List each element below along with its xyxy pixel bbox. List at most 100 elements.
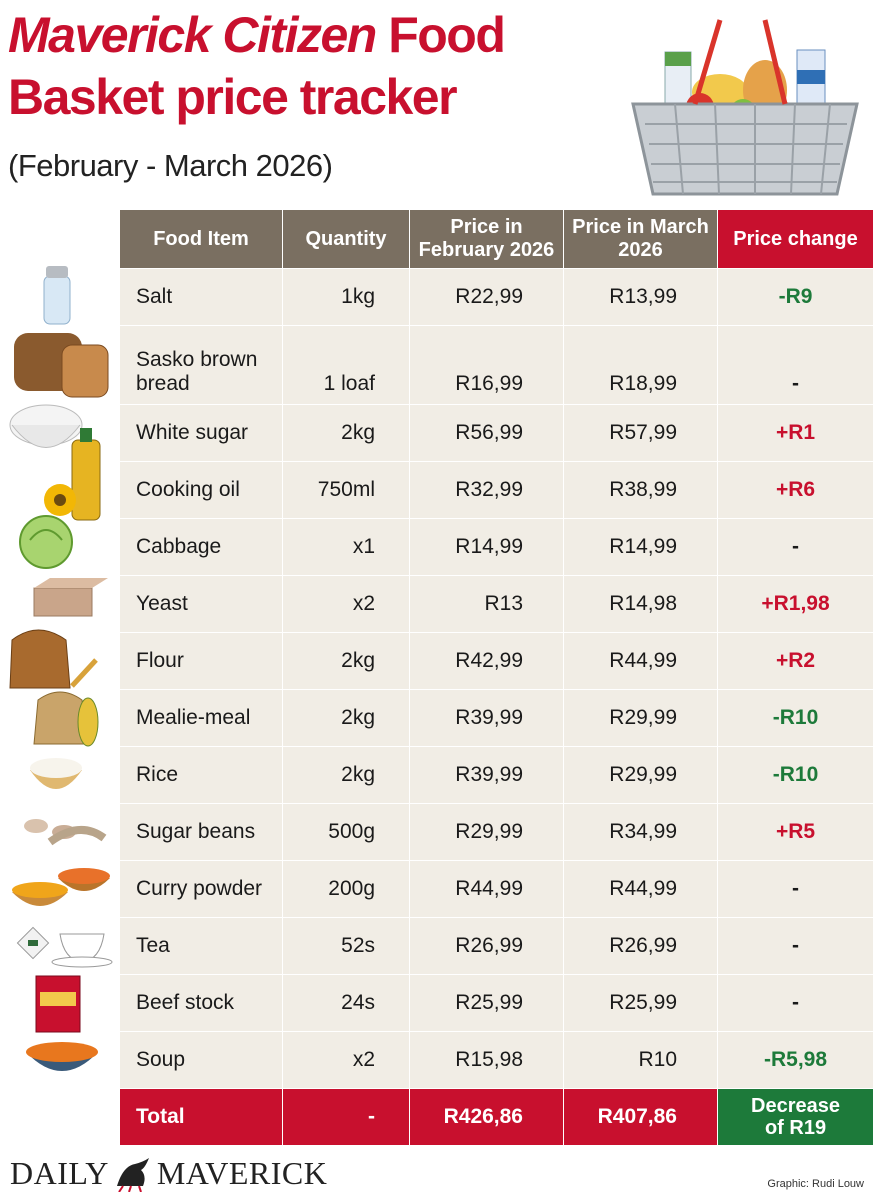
- price-change-cell: -: [717, 917, 874, 975]
- tea-cup-icon: [16, 926, 113, 968]
- column-header-food-item: Food Item: [119, 209, 283, 269]
- price-change-cell: -R10: [717, 689, 874, 747]
- quantity-cell: 750ml: [282, 461, 410, 519]
- food-item-cell: Mealie-meal: [119, 689, 283, 747]
- column-header-quantity: Quantity: [282, 209, 410, 269]
- table-row: Beef stock 24s R25,99 R25,99 -: [119, 974, 874, 1032]
- total-change-line1: Decrease: [751, 1095, 840, 1117]
- table-row: Cabbage x1 R14,99 R14,99 -: [119, 518, 874, 576]
- mealie-meal-sack-icon: [33, 691, 99, 747]
- total-row: Total - R426,86 R407,86 Decrease of R19: [119, 1088, 874, 1146]
- food-item-cell: Cabbage: [119, 518, 283, 576]
- food-item-cell: Sasko brown bread: [119, 325, 283, 405]
- graphic-credit: Graphic: Rudi Louw: [767, 1178, 864, 1190]
- mar-price-cell: R44,99: [563, 632, 718, 690]
- mar-price-cell: R26,99: [563, 917, 718, 975]
- flour-sack-icon: [9, 629, 98, 689]
- mar-price-cell: R25,99: [563, 974, 718, 1032]
- price-change-cell: +R6: [717, 461, 874, 519]
- table-row: Sugar beans 500g R29,99 R34,99 +R5: [119, 803, 874, 861]
- quantity-cell: 2kg: [282, 746, 410, 804]
- quantity-cell: 24s: [282, 974, 410, 1032]
- brand-right: MAVERICK: [156, 1155, 328, 1191]
- feb-price-cell: R16,99: [409, 325, 564, 405]
- table-row: Cooking oil 750ml R32,99 R38,99 +R6: [119, 461, 874, 519]
- price-change-cell: +R5: [717, 803, 874, 861]
- total-feb-price: R426,86: [409, 1088, 564, 1146]
- mar-price-cell: R38,99: [563, 461, 718, 519]
- quantity-cell: 2kg: [282, 404, 410, 462]
- mar-price-cell: R34,99: [563, 803, 718, 861]
- mar-price-cell: R18,99: [563, 325, 718, 405]
- price-change-cell: -: [717, 974, 874, 1032]
- quantity-cell: x1: [282, 518, 410, 576]
- price-change-cell: -R9: [717, 268, 874, 326]
- food-item-cell: Flour: [119, 632, 283, 690]
- table-row: Mealie-meal 2kg R39,99 R29,99 -R10: [119, 689, 874, 747]
- feb-price-cell: R25,99: [409, 974, 564, 1032]
- total-label: Total: [119, 1088, 283, 1146]
- title-rest: Food: [375, 7, 506, 63]
- food-item-cell: White sugar: [119, 404, 283, 462]
- quantity-cell: 2kg: [282, 689, 410, 747]
- mar-price-cell: R29,99: [563, 746, 718, 804]
- total-mar-price: R407,86: [563, 1088, 718, 1146]
- quantity-cell: 1 loaf: [282, 325, 410, 405]
- feb-price-cell: R56,99: [409, 404, 564, 462]
- mar-price-cell: R14,98: [563, 575, 718, 633]
- total-quantity: -: [282, 1088, 410, 1146]
- bread-loaf-icon: [14, 333, 109, 398]
- salt-shaker-icon: [43, 266, 71, 325]
- feb-price-cell: R29,99: [409, 803, 564, 861]
- price-change-cell: -: [717, 860, 874, 918]
- feb-price-cell: R15,98: [409, 1031, 564, 1089]
- daily-maverick-logo: DAILY MAVERICK: [10, 1155, 327, 1192]
- mar-price-cell: R57,99: [563, 404, 718, 462]
- table-row: Soup x2 R15,98 R10 -R5,98: [119, 1031, 874, 1089]
- mar-price-cell: R29,99: [563, 689, 718, 747]
- food-item-cell: Curry powder: [119, 860, 283, 918]
- table-row: Curry powder 200g R44,99 R44,99 -: [119, 860, 874, 918]
- table-row: Yeast x2 R13 R14,98 +R1,98: [119, 575, 874, 633]
- quantity-cell: 500g: [282, 803, 410, 861]
- beef-stock-box-icon: [35, 975, 81, 1033]
- quantity-cell: 1kg: [282, 268, 410, 326]
- feb-price-cell: R44,99: [409, 860, 564, 918]
- food-item-cell: Tea: [119, 917, 283, 975]
- table-row: Rice 2kg R39,99 R29,99 -R10: [119, 746, 874, 804]
- mar-price-cell: R14,99: [563, 518, 718, 576]
- table-row: Flour 2kg R42,99 R44,99 +R2: [119, 632, 874, 690]
- table-header-row: Food Item Quantity Price in February 202…: [119, 209, 874, 269]
- table-row: Tea 52s R26,99 R26,99 -: [119, 917, 874, 975]
- food-icons-column: [9, 266, 113, 1071]
- mar-price-cell: R10: [563, 1031, 718, 1089]
- price-change-cell: -: [717, 325, 874, 405]
- feb-price-cell: R32,99: [409, 461, 564, 519]
- feb-price-cell: R13: [409, 575, 564, 633]
- price-tracker-table: Food Item Quantity Price in February 202…: [119, 209, 874, 1146]
- food-item-cell: Cooking oil: [119, 461, 283, 519]
- price-change-cell: -: [717, 518, 874, 576]
- yeast-block-icon: [33, 578, 108, 617]
- food-item-cell: Beef stock: [119, 974, 283, 1032]
- page-subtitle: (February - March 2026): [8, 148, 333, 183]
- feb-price-cell: R42,99: [409, 632, 564, 690]
- food-item-cell: Salt: [119, 268, 283, 326]
- feb-price-cell: R14,99: [409, 518, 564, 576]
- price-change-cell: -R5,98: [717, 1031, 874, 1089]
- quantity-cell: 52s: [282, 917, 410, 975]
- cabbage-icon: [19, 515, 73, 569]
- soup-bowl-icon: [26, 1042, 98, 1071]
- food-item-cell: Rice: [119, 746, 283, 804]
- sugar-bowl-icon: [9, 404, 83, 448]
- total-change-line2: of R19: [764, 1117, 827, 1139]
- food-item-cell: Yeast: [119, 575, 283, 633]
- title-italic: Maverick Citizen: [8, 7, 377, 63]
- brand-left: DAILY: [10, 1155, 109, 1191]
- quantity-cell: x2: [282, 1031, 410, 1089]
- total-price-change: Decrease of R19: [717, 1088, 874, 1146]
- food-item-cell: Soup: [119, 1031, 283, 1089]
- quantity-cell: 2kg: [282, 632, 410, 690]
- column-header-feb-price: Price in February 2026: [409, 209, 564, 269]
- quantity-cell: 200g: [282, 860, 410, 918]
